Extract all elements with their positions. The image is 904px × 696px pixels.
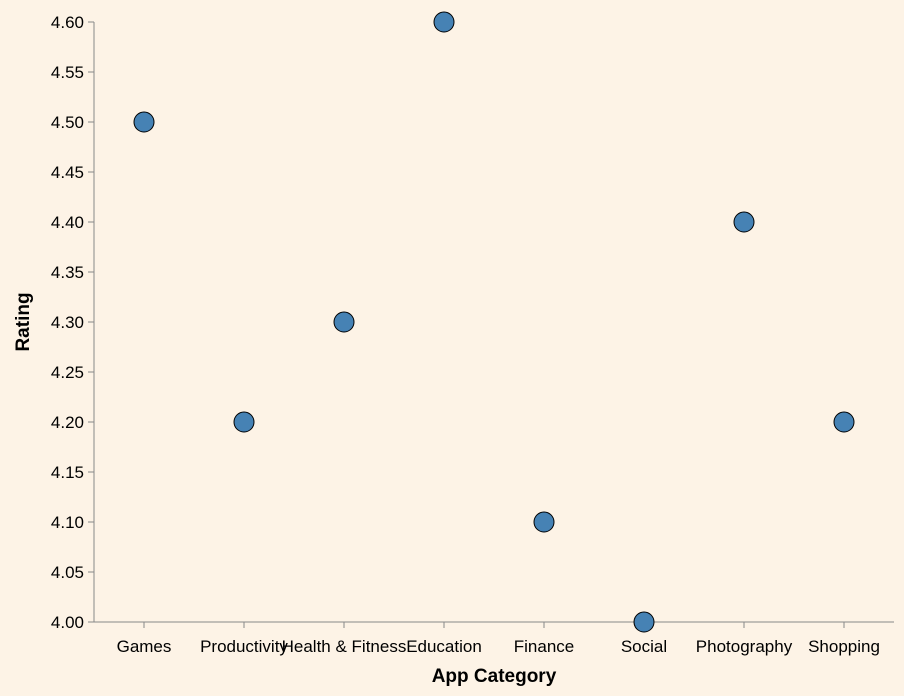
y-tick-label: 4.45: [51, 163, 84, 182]
y-tick-label: 4.15: [51, 463, 84, 482]
data-point[interactable]: [333, 311, 355, 333]
data-point[interactable]: [133, 111, 155, 133]
data-point[interactable]: [433, 11, 455, 33]
x-tick-label: Social: [621, 637, 667, 656]
x-axis-title: App Category: [432, 666, 557, 687]
y-tick-label: 4.60: [51, 13, 84, 32]
y-axis-title: Rating: [13, 292, 34, 351]
y-tick-label: 4.40: [51, 213, 84, 232]
data-point[interactable]: [633, 611, 655, 633]
y-tick-label: 4.25: [51, 363, 84, 382]
y-tick-label: 4.00: [51, 613, 84, 632]
data-point[interactable]: [733, 211, 755, 233]
x-tick-label: Productivity: [200, 637, 288, 656]
y-axis: 4.00 4.05 4.10 4.15 4.20 4.25 4.30 4.35 4.40 4.45…: [51, 13, 95, 632]
y-tick-label: 4.20: [51, 413, 84, 432]
x-tick-label: Education: [406, 637, 482, 656]
data-points: [133, 11, 855, 633]
y-tick-label: 4.10: [51, 513, 84, 532]
y-tick-label: 4.05: [51, 563, 84, 582]
y-tick-label: 4.55: [51, 63, 84, 82]
data-point[interactable]: [233, 411, 255, 433]
x-tick-label: Shopping: [808, 637, 880, 656]
y-tick-label: 4.35: [51, 263, 84, 282]
x-tick-label: Photography: [696, 637, 793, 656]
x-tick-label: Games: [117, 637, 172, 656]
y-tick-label: 4.50: [51, 113, 84, 132]
y-tick-label: 4.30: [51, 313, 84, 332]
data-point[interactable]: [533, 511, 555, 533]
x-tick-label: Health & Fitness: [282, 637, 407, 656]
x-tick-label: Finance: [514, 637, 574, 656]
data-point[interactable]: [833, 411, 855, 433]
